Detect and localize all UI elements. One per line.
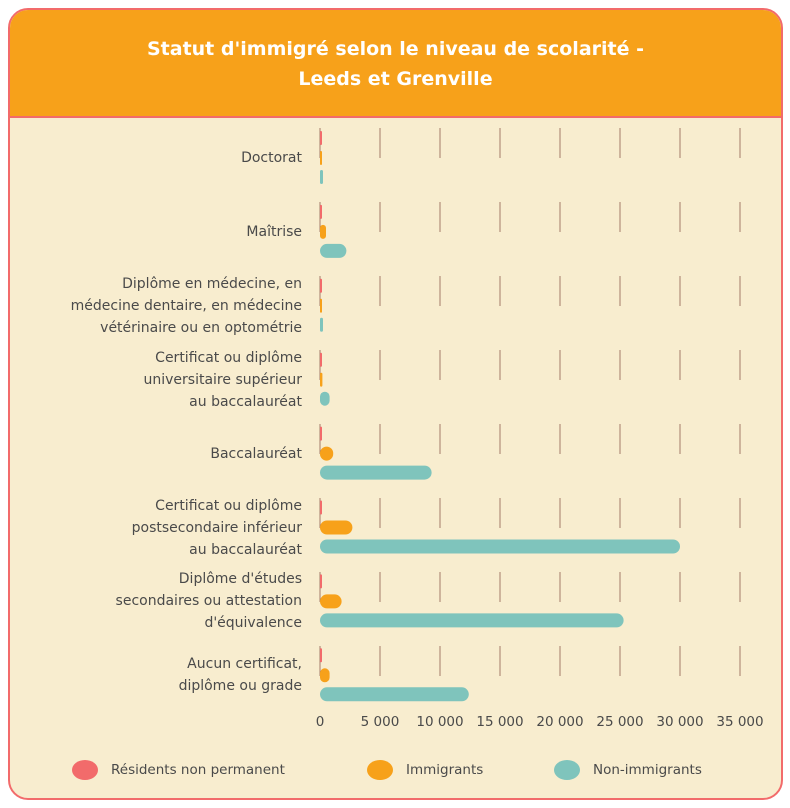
bar xyxy=(320,170,323,184)
x-tick-label: 0 xyxy=(316,714,325,730)
legend-swatch xyxy=(367,760,393,780)
legend-swatch xyxy=(72,760,98,780)
bar xyxy=(320,446,334,461)
bar xyxy=(320,391,330,406)
bar xyxy=(320,204,322,219)
bar xyxy=(320,500,322,515)
bar xyxy=(320,465,432,480)
category-label: Aucun certificat, diplôme ou grade xyxy=(178,656,302,695)
legend-swatch xyxy=(554,760,580,780)
legend-label: Résidents non permanent xyxy=(111,762,285,778)
legend-label: Non-immigrants xyxy=(593,762,702,778)
bar xyxy=(320,426,322,441)
category-label: Diplôme d'études secondaires ou attestat… xyxy=(115,571,302,632)
bar xyxy=(320,648,322,663)
bar xyxy=(320,224,326,239)
x-tick-label: 30 000 xyxy=(656,714,703,730)
bar xyxy=(320,298,322,313)
bar xyxy=(320,317,323,332)
bar xyxy=(320,668,330,683)
card: Statut d'immigré selon le niveau de scol… xyxy=(8,8,783,800)
legend-label: Immigrants xyxy=(406,762,483,778)
x-tick-label: 15 000 xyxy=(476,714,523,730)
category-label: Doctorat xyxy=(241,150,302,166)
header: Statut d'immigré selon le niveau de scol… xyxy=(10,10,781,118)
bar xyxy=(320,574,322,589)
bar xyxy=(320,278,322,293)
bar xyxy=(320,243,347,258)
x-tick-label: 10 000 xyxy=(416,714,463,730)
bar xyxy=(320,131,322,145)
bar xyxy=(320,613,624,628)
bar xyxy=(320,352,322,367)
x-tick-label: 25 000 xyxy=(596,714,643,730)
bar xyxy=(320,151,322,165)
bar xyxy=(320,594,342,609)
x-tick-label: 5 000 xyxy=(361,714,400,730)
bar xyxy=(320,372,323,387)
chart-title: Statut d'immigré selon le niveau de scol… xyxy=(146,38,644,90)
bar xyxy=(320,687,469,702)
x-tick-label: 35 000 xyxy=(716,714,763,730)
category-label: Certificat ou diplôme postsecondaire inf… xyxy=(131,497,302,558)
x-tick-label: 20 000 xyxy=(536,714,583,730)
category-label: Baccalauréat xyxy=(210,445,302,462)
category-label: Maîtrise xyxy=(246,223,302,240)
bar xyxy=(320,539,680,554)
category-label: Diplôme en médecine, en médecine dentair… xyxy=(70,275,302,336)
category-label: Certificat ou diplôme universitaire supé… xyxy=(143,349,303,410)
bar xyxy=(320,520,353,535)
